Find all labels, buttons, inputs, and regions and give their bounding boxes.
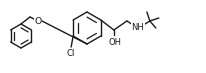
Text: O: O bbox=[34, 16, 42, 25]
Text: NH: NH bbox=[131, 24, 144, 32]
Text: OH: OH bbox=[108, 38, 121, 47]
Text: Cl: Cl bbox=[67, 49, 75, 58]
